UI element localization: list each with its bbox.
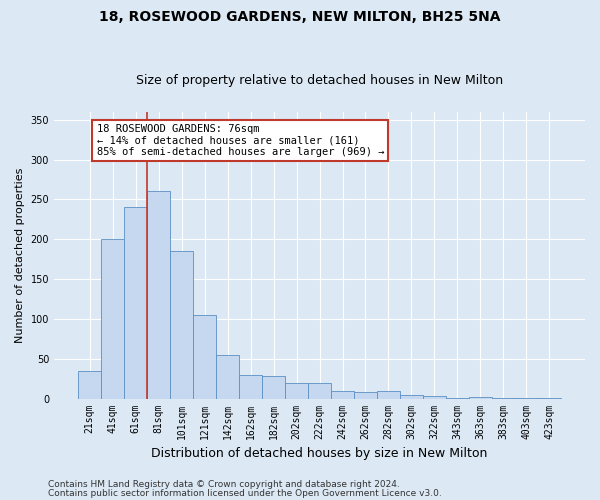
Text: Contains public sector information licensed under the Open Government Licence v3: Contains public sector information licen… xyxy=(48,489,442,498)
Bar xyxy=(262,376,285,398)
Bar xyxy=(78,370,101,398)
Bar xyxy=(193,315,216,398)
Bar xyxy=(377,392,400,398)
Bar xyxy=(285,382,308,398)
Bar xyxy=(239,374,262,398)
Bar xyxy=(216,354,239,399)
Title: Size of property relative to detached houses in New Milton: Size of property relative to detached ho… xyxy=(136,74,503,87)
Y-axis label: Number of detached properties: Number of detached properties xyxy=(15,168,25,343)
Bar xyxy=(423,396,446,398)
Text: 18, ROSEWOOD GARDENS, NEW MILTON, BH25 5NA: 18, ROSEWOOD GARDENS, NEW MILTON, BH25 5… xyxy=(99,10,501,24)
Bar xyxy=(147,192,170,398)
Text: Contains HM Land Registry data © Crown copyright and database right 2024.: Contains HM Land Registry data © Crown c… xyxy=(48,480,400,489)
Bar xyxy=(170,251,193,398)
Bar xyxy=(331,390,354,398)
Bar xyxy=(354,392,377,398)
Bar xyxy=(124,208,147,398)
X-axis label: Distribution of detached houses by size in New Milton: Distribution of detached houses by size … xyxy=(151,447,488,460)
Bar xyxy=(400,394,423,398)
Bar xyxy=(101,239,124,398)
Text: 18 ROSEWOOD GARDENS: 76sqm
← 14% of detached houses are smaller (161)
85% of sem: 18 ROSEWOOD GARDENS: 76sqm ← 14% of deta… xyxy=(97,124,384,157)
Bar xyxy=(308,382,331,398)
Bar xyxy=(469,397,492,398)
